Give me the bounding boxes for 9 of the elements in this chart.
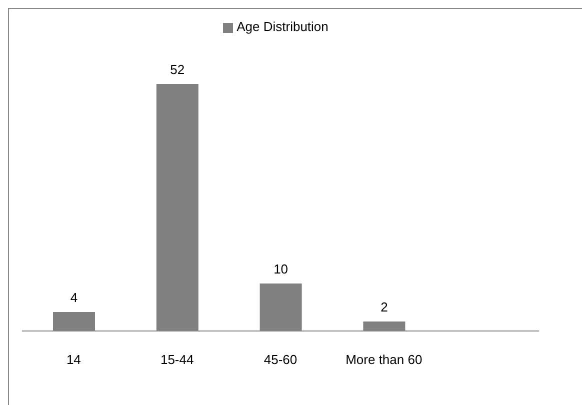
data-label: 52 (170, 62, 185, 77)
data-label: 4 (70, 290, 78, 305)
x-tick-label: More than 60 (346, 352, 422, 368)
x-tick-label: 15-44 (160, 352, 194, 368)
data-label: 2 (380, 300, 388, 314)
legend-label: Age Distribution (236, 19, 328, 34)
x-tick-label: 45-60 (264, 352, 298, 368)
x-tick-label: 14 (66, 352, 81, 368)
data-label: 10 (274, 262, 288, 276)
